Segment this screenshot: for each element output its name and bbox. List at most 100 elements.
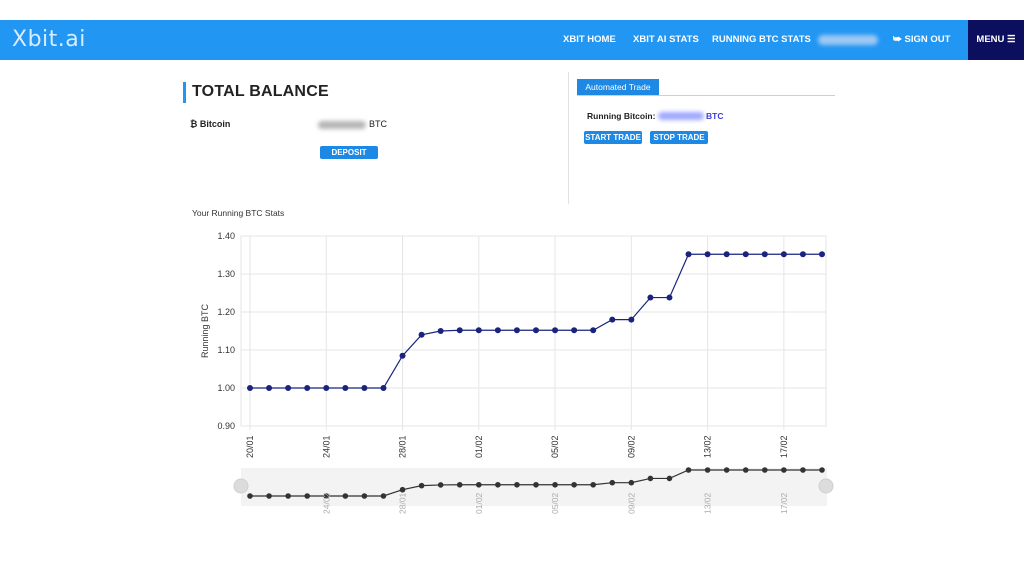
nav-xbit-home[interactable]: XBIT HOME [563,34,616,45]
data-point[interactable] [799,251,806,258]
data-point[interactable] [571,327,578,334]
x-tick-label: 13/02 [703,435,713,458]
running-bitcoin-value-blurred [658,112,704,120]
navigator-point [476,481,482,488]
title-accent-bar [183,82,186,103]
navigator-point [399,486,406,493]
data-point[interactable] [552,327,559,334]
data-point[interactable] [647,294,654,301]
navigator-point [647,475,654,482]
data-point[interactable] [742,251,749,258]
data-point[interactable] [456,327,463,334]
navigator-point [704,467,711,473]
navigator-point [514,481,520,488]
sign-out-icon: ⮩ [893,34,905,45]
data-point[interactable] [628,316,635,323]
data-point[interactable] [399,352,406,359]
navigator-point [819,467,825,473]
xbit-logo[interactable]: Xbit.ai [12,27,86,52]
navigator-point [266,493,272,499]
navigator-point [380,493,387,499]
x-tick-label: 17/02 [779,435,789,458]
navigator-tick-label: 28/01 [398,492,408,514]
data-point[interactable] [380,385,387,391]
top-navbar: Xbit.ai XBIT HOME XBIT AI STATS RUNNING … [0,20,1024,60]
navigator-point [723,467,730,473]
bitcoin-balance-blurred [318,121,366,129]
nav-xbit-ai-stats[interactable]: XBIT AI STATS [633,34,699,45]
data-point[interactable] [761,251,768,258]
navigator-point [456,481,463,488]
navigator-point [247,493,253,499]
navigator-background [241,468,827,506]
menu-label: MENU [976,34,1005,45]
navigator-tick-label: 09/02 [626,492,636,514]
bitcoin-label: ₿ Bitcoin [190,119,230,129]
data-point[interactable] [437,328,444,334]
tab-underline [577,95,835,96]
navigator-right-handle[interactable] [818,478,834,494]
x-tick-label: 01/02 [474,435,484,458]
data-point[interactable] [342,385,349,391]
navigator-tick-label: 05/02 [550,492,560,514]
data-point[interactable] [685,251,692,258]
nav-running-btc-stats[interactable]: RUNNING BTC STATS [712,34,811,45]
running-bitcoin-unit: BTC [706,111,724,121]
data-point[interactable] [819,251,825,258]
data-point[interactable] [304,385,311,391]
data-point[interactable] [513,327,520,334]
navigator-tick-label: 13/02 [703,492,713,514]
data-point[interactable] [285,385,292,391]
navigator-point [571,481,577,488]
navigator-point [685,467,692,473]
navigator-point [609,479,616,486]
y-tick-label: 1.20 [217,307,235,317]
hamburger-icon: ☰ [1007,34,1016,45]
y-tick-label: 1.40 [217,231,235,241]
data-point[interactable] [609,316,616,323]
navigator-point [323,493,330,499]
start-trade-button[interactable]: START TRADE [584,131,642,144]
data-point[interactable] [590,327,597,334]
navigator-left-handle[interactable] [233,478,249,494]
sign-out-link[interactable]: ⮩ SIGN OUT [893,20,950,60]
data-point[interactable] [361,385,368,391]
deposit-button[interactable]: DEPOSIT [320,146,378,159]
data-point[interactable] [704,251,711,258]
stop-trade-button[interactable]: STOP TRADE [650,131,708,144]
navigator-tick-label: 24/02 [321,492,331,514]
chart-caption: Your Running BTC Stats [192,208,285,218]
sign-out-label: SIGN OUT [904,34,951,45]
menu-button[interactable]: MENU ☰ [968,20,1024,60]
data-point[interactable] [323,385,330,391]
x-tick-label: 24/01 [321,435,331,458]
tab-automated-trade[interactable]: Automated Trade [577,79,659,95]
navigator-point [495,481,501,488]
y-tick-label: 1.30 [217,269,235,279]
navigator-point [418,482,425,489]
data-point[interactable] [266,385,273,391]
navigator-point [304,493,311,499]
y-tick-label: 1.00 [217,383,235,393]
navigator-point [742,467,749,473]
data-point[interactable] [723,251,730,258]
running-bitcoin-label: Running Bitcoin: [587,111,656,121]
data-point[interactable] [494,327,501,334]
x-tick-label: 28/01 [398,435,408,458]
navigator-point [342,493,349,499]
y-tick-label: 1.10 [217,345,235,355]
x-tick-label: 05/02 [550,435,560,458]
data-point[interactable] [666,294,673,301]
section-divider [568,72,569,204]
data-point[interactable] [780,251,787,258]
data-point[interactable] [475,327,482,334]
bitcoin-icon: ₿ [190,119,200,129]
data-point[interactable] [533,327,539,334]
data-point[interactable] [247,385,253,391]
navigator-point [437,482,444,488]
x-tick-label: 20/01 [245,435,255,458]
navigator-point [590,481,596,488]
navigator-point [762,467,768,473]
data-point[interactable] [418,331,425,338]
user-email-blurred [818,35,878,45]
